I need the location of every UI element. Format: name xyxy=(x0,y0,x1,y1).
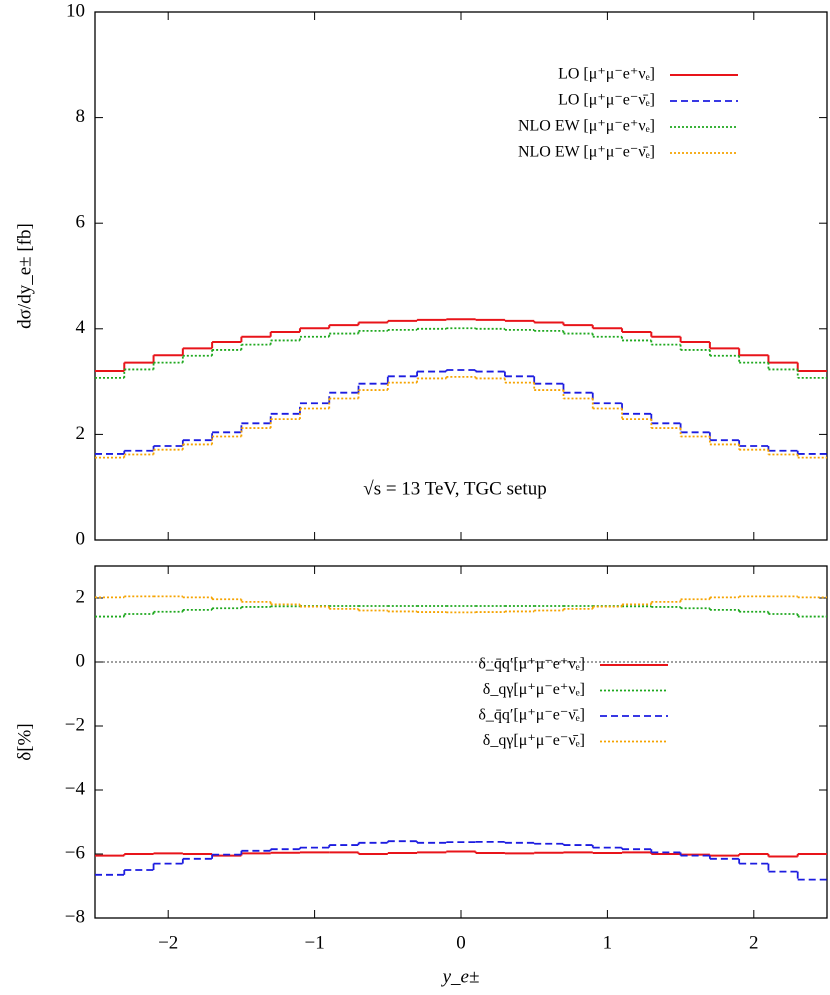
top-frame xyxy=(94,11,828,541)
y-axis-label: δ[%] xyxy=(14,723,35,760)
y-axis-label: dσ/dy_e± [fb] xyxy=(14,223,35,329)
x-tick-label: 0 xyxy=(456,932,466,953)
legend-label: δ_q̄q′[μ⁺μ⁻e⁻ν̄ₑ] xyxy=(478,707,585,724)
x-tick-label: −2 xyxy=(158,932,178,953)
legend-label: NLO EW [μ⁺μ⁻e⁺νₑ] xyxy=(518,118,655,135)
x-axis-label: y_e± xyxy=(441,966,480,987)
x-tick-label: 1 xyxy=(603,932,613,953)
legend-label: LO [μ⁺μ⁻e⁺νₑ] xyxy=(558,66,655,83)
bottom-frame xyxy=(94,565,828,919)
legend-label: δ_qγ[μ⁺μ⁻e⁻ν̄ₑ] xyxy=(483,732,585,749)
legend-label: δ_qγ[μ⁺μ⁻e⁺νₑ] xyxy=(483,681,585,698)
legend-label: δ_q̄q′[μ⁺μ⁻e⁺νₑ] xyxy=(478,656,585,673)
y-tick-label: 0 xyxy=(76,650,86,671)
x-tick-label: 2 xyxy=(749,932,759,953)
x-tick-label: −1 xyxy=(304,932,324,953)
legend-label: NLO EW [μ⁺μ⁻e⁻ν̄ₑ] xyxy=(518,144,655,161)
y-tick-label: 10 xyxy=(66,0,85,21)
y-tick-label: −4 xyxy=(65,778,86,799)
y-tick-label: 8 xyxy=(76,106,86,127)
y-tick-label: −6 xyxy=(65,842,85,863)
y-tick-label: 2 xyxy=(76,586,86,607)
y-tick-label: 2 xyxy=(76,423,86,444)
legend-label: LO [μ⁺μ⁻e⁻ν̄ₑ] xyxy=(558,92,655,109)
y-tick-label: −2 xyxy=(65,714,85,735)
y-tick-label: −8 xyxy=(65,906,85,927)
y-tick-label: 6 xyxy=(76,212,86,233)
y-tick-label: 4 xyxy=(76,317,86,338)
annotation: √s = 13 TeV, TGC setup xyxy=(363,478,546,499)
y-tick-label: 0 xyxy=(76,528,86,549)
